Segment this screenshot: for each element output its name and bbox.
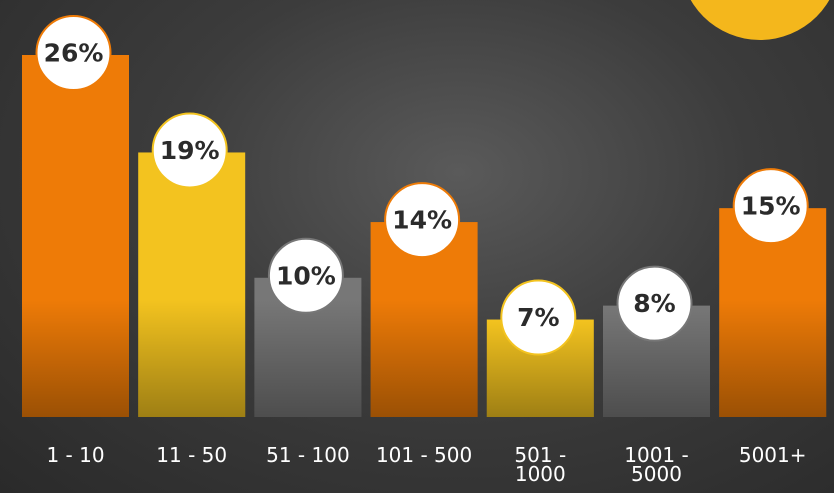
value-label: 10% bbox=[276, 261, 336, 290]
category-label: 11 - 50 bbox=[156, 443, 228, 467]
category-label: 101 - 500 bbox=[375, 443, 473, 467]
value-label: 14% bbox=[392, 206, 452, 235]
category-label: 1001 - 5000 bbox=[624, 443, 689, 486]
category-label: 501 - 1000 bbox=[514, 443, 567, 486]
value-badge bbox=[616, 265, 693, 342]
value-label: 8% bbox=[633, 289, 675, 318]
value-label: 26% bbox=[44, 39, 104, 68]
value-label: 7% bbox=[517, 303, 559, 332]
value-badge bbox=[384, 182, 461, 259]
bar-shade bbox=[719, 300, 827, 417]
value-badge bbox=[151, 112, 228, 189]
bar-shade bbox=[138, 300, 246, 417]
value-badge bbox=[500, 279, 577, 356]
category-label: 5001+ bbox=[738, 443, 807, 467]
bar-shade bbox=[370, 300, 478, 417]
value-label: 15% bbox=[741, 192, 801, 221]
value-badge bbox=[732, 168, 809, 245]
bar-shade bbox=[254, 300, 362, 417]
category-label: 51 - 100 bbox=[266, 443, 350, 467]
decorative-circle bbox=[690, 0, 830, 40]
value-badge bbox=[35, 15, 112, 91]
value-label: 19% bbox=[160, 136, 220, 165]
category-label: 1 - 10 bbox=[46, 443, 105, 467]
value-badge bbox=[267, 237, 344, 314]
bar-shade bbox=[22, 300, 129, 417]
